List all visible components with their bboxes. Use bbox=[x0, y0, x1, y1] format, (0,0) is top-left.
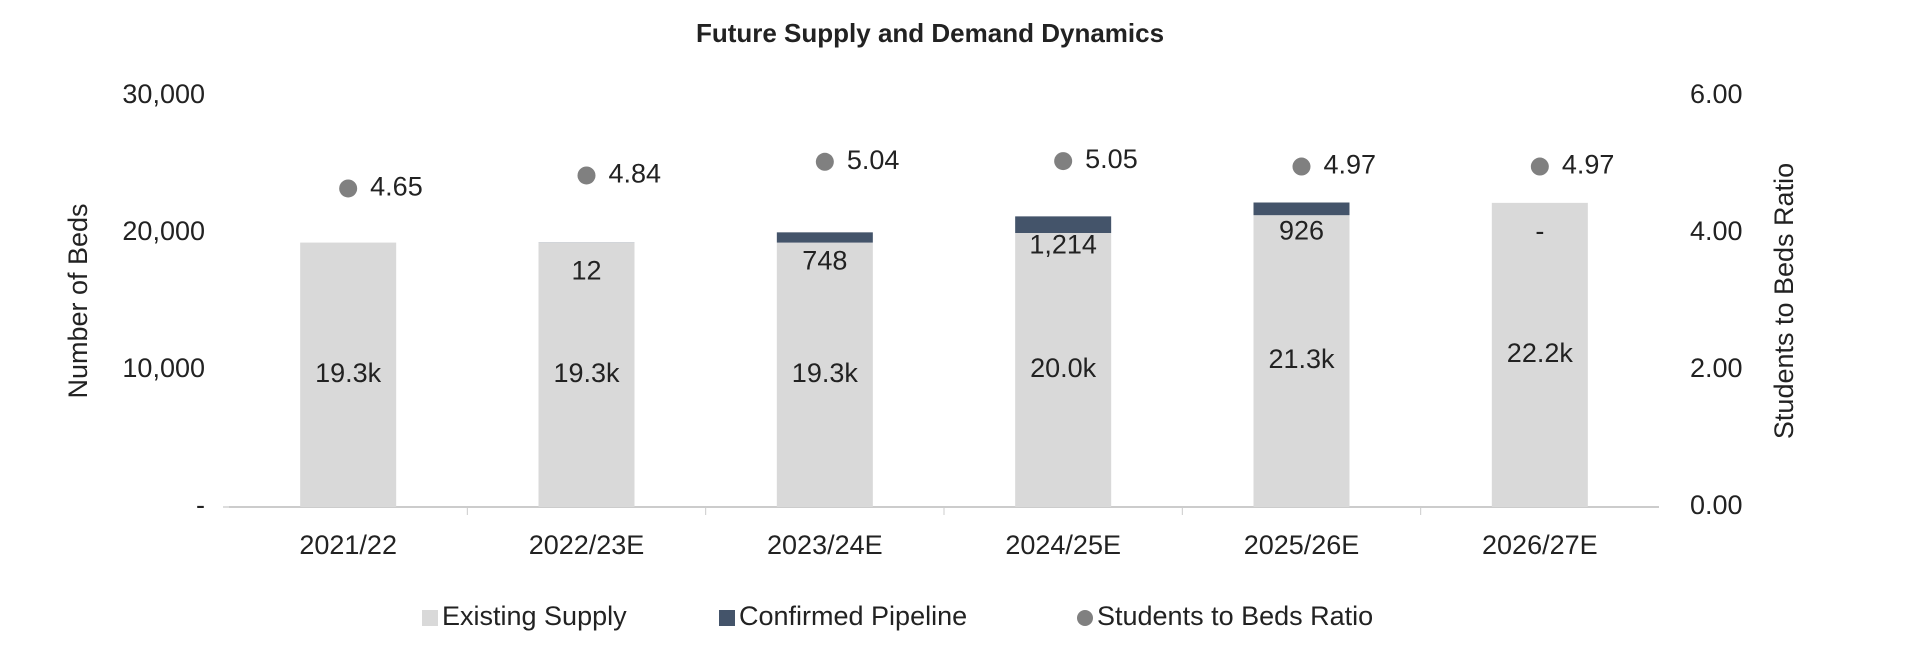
bar-segment bbox=[538, 242, 635, 507]
data-label: 21.3k bbox=[1268, 344, 1335, 374]
y-tick-label: - bbox=[196, 490, 205, 520]
data-label: 926 bbox=[1279, 216, 1324, 246]
data-label: 4.97 bbox=[1324, 150, 1377, 180]
ratio-dot bbox=[1054, 152, 1073, 171]
y-axis-label: Number of Beds bbox=[63, 203, 93, 398]
ratio-dot bbox=[577, 166, 596, 185]
data-label: 4.65 bbox=[370, 172, 423, 202]
y2-tick-label: 6.00 bbox=[1690, 79, 1743, 109]
y-tick-label: 20,000 bbox=[122, 216, 205, 246]
legend-label: Confirmed Pipeline bbox=[739, 601, 967, 631]
y2-tick-label: 0.00 bbox=[1690, 490, 1743, 520]
data-label: 22.2k bbox=[1507, 338, 1574, 368]
ratio-dot bbox=[815, 152, 834, 171]
ratio-dot bbox=[339, 179, 358, 198]
legend-label: Existing Supply bbox=[442, 601, 627, 631]
y-tick-label: 30,000 bbox=[122, 79, 205, 109]
bar-segment bbox=[1015, 216, 1112, 233]
x-tick-label: 2021/22 bbox=[299, 530, 397, 560]
x-tick-label: 2022/23E bbox=[529, 530, 645, 560]
data-label: - bbox=[1535, 216, 1544, 246]
x-tick-label: 2024/25E bbox=[1005, 530, 1121, 560]
data-label: 5.05 bbox=[1085, 144, 1138, 174]
x-tick-label: 2023/24E bbox=[767, 530, 883, 560]
x-tick-label: 2026/27E bbox=[1482, 530, 1598, 560]
data-label: 19.3k bbox=[315, 358, 382, 388]
y2-tick-label: 2.00 bbox=[1690, 353, 1743, 383]
bar-segment bbox=[1253, 215, 1350, 507]
bar-segment bbox=[300, 242, 397, 507]
data-label: 4.97 bbox=[1562, 150, 1615, 180]
ratio-dot bbox=[1530, 157, 1549, 176]
legend-marker bbox=[422, 610, 438, 626]
bar-segment bbox=[776, 242, 873, 507]
bar-segment bbox=[1015, 233, 1112, 507]
bar-segment bbox=[1491, 202, 1588, 508]
ratio-dot bbox=[1292, 157, 1311, 176]
data-label: 1,214 bbox=[1029, 229, 1097, 259]
y2-axis-label: Students to Beds Ratio bbox=[1769, 163, 1799, 439]
y-tick-label: 10,000 bbox=[122, 353, 205, 383]
legend-label: Students to Beds Ratio bbox=[1097, 601, 1373, 631]
data-label: 12 bbox=[571, 256, 601, 286]
bar-segment bbox=[776, 232, 873, 243]
data-label: 19.3k bbox=[553, 358, 620, 388]
data-label: 20.0k bbox=[1030, 353, 1097, 383]
bar-segment bbox=[1253, 202, 1350, 216]
chart-title: Future Supply and Demand Dynamics bbox=[696, 18, 1164, 48]
data-label: 5.04 bbox=[847, 145, 900, 175]
x-tick-label: 2025/26E bbox=[1244, 530, 1360, 560]
data-label: 19.3k bbox=[792, 358, 859, 388]
data-label: 748 bbox=[802, 245, 847, 275]
legend-marker bbox=[1077, 610, 1093, 626]
legend-marker bbox=[719, 610, 735, 626]
y2-tick-label: 4.00 bbox=[1690, 216, 1743, 246]
data-label: 4.84 bbox=[609, 159, 662, 189]
